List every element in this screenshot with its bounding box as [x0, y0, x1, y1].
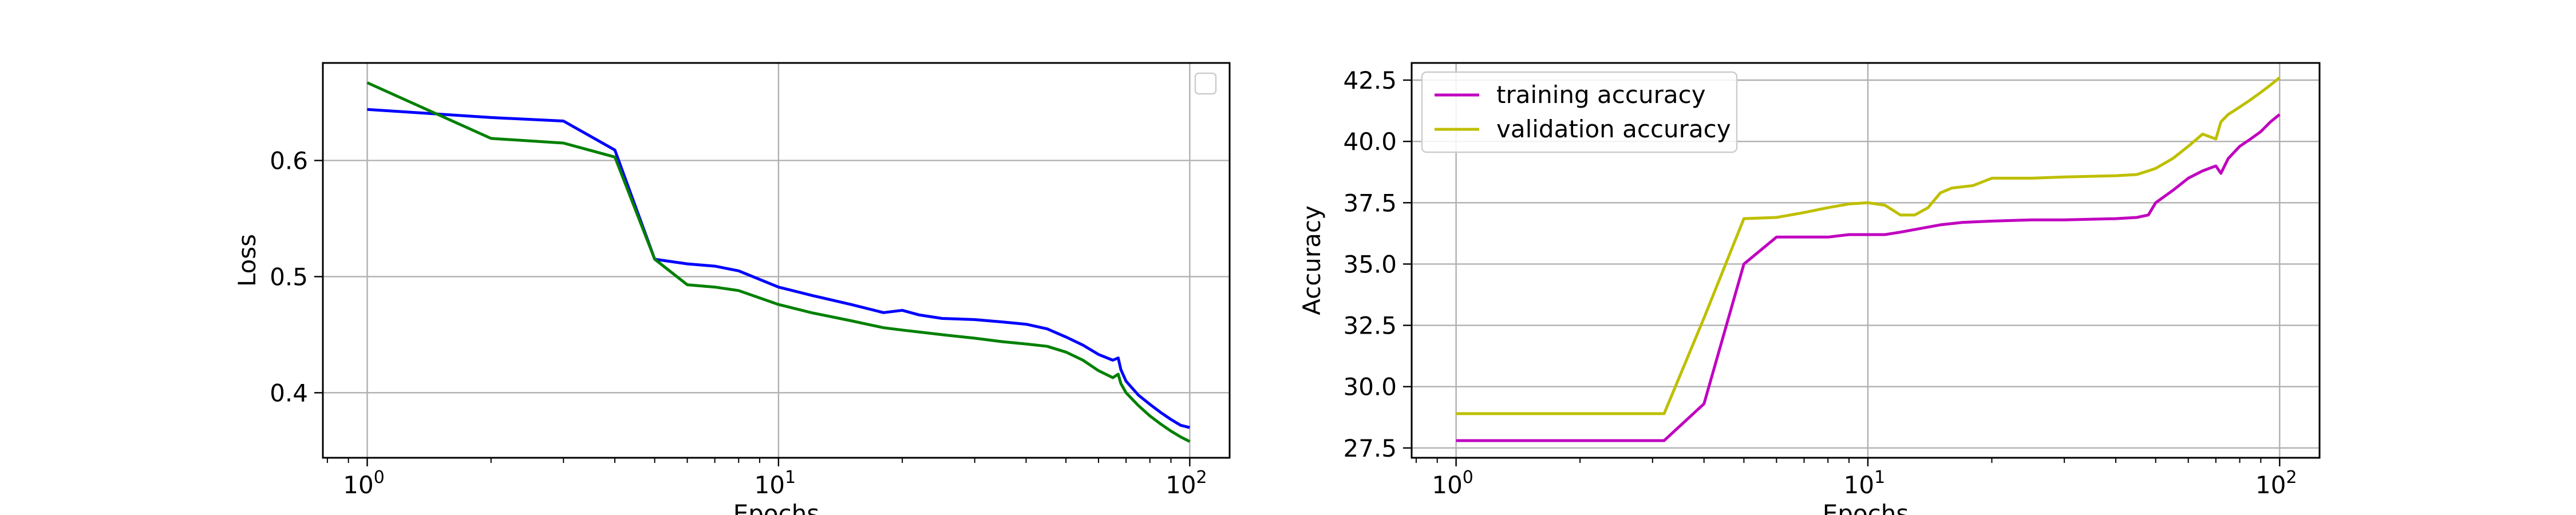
accuracy-chart-panel: 100 101 102 27.5 30.0 32.5 35.0 37.5 40.0 42.5 Epo… [1298, 62, 2321, 515]
y-tick-label: 35.0 [1343, 250, 1397, 278]
x-axis-label: Epochs [733, 500, 820, 515]
legend-box [1194, 72, 1217, 95]
loss-chart-panel: 100 101 102 0.4 0.5 0.6 Epochs Loss [233, 62, 1231, 515]
x-tick-label: 100 [1432, 468, 1473, 499]
y-tick-label: 0.5 [270, 263, 308, 291]
y-axis-label: Loss [233, 234, 261, 287]
y-axis-label: Accuracy [1298, 205, 1326, 315]
x-axis-label: Epochs [1823, 500, 1909, 515]
y-tick-label: 0.4 [270, 379, 308, 407]
y-tick-label: 32.5 [1343, 312, 1397, 340]
x-tick-label: 100 [343, 468, 385, 499]
legend-label: training accuracy [1496, 81, 1706, 109]
x-tick-label: 102 [2255, 468, 2297, 499]
axes-frame [1411, 62, 2321, 459]
x-tick-label: 101 [754, 468, 796, 499]
axes-frame [322, 62, 1231, 459]
y-tick-label: 30.0 [1343, 373, 1397, 401]
series-line-1 [366, 81, 1191, 443]
legend-box [1421, 71, 1738, 153]
series-line-training-accuracy [1456, 113, 2281, 442]
x-tick-label: 101 [1844, 468, 1886, 499]
y-tick-label: 40.0 [1343, 128, 1397, 156]
y-tick-label: 0.6 [270, 146, 308, 175]
legend-label: validation accuracy [1496, 115, 1731, 143]
y-tick-label: 42.5 [1343, 66, 1397, 94]
y-tick-label: 37.5 [1343, 189, 1397, 217]
series-line-0 [367, 108, 1191, 429]
x-tick-label: 102 [1165, 468, 1207, 499]
series-line-validation-accuracy [1456, 76, 2281, 415]
y-tick-label: 27.5 [1343, 434, 1397, 462]
